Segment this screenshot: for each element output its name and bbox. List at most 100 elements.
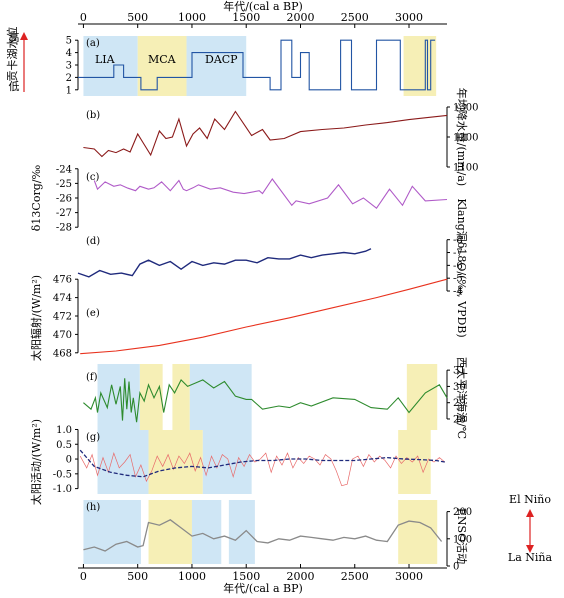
bottom-tick-label-3: 1500 — [232, 570, 260, 583]
series-line-4 — [80, 278, 448, 355]
top-axis-title: 年代/(cal a BP) — [223, 0, 303, 13]
panel-label-2: (c) — [86, 172, 100, 183]
ytick-label-3-3: -7 — [453, 248, 463, 259]
band-7-3 — [228, 500, 255, 564]
ylabel-lake-level: 贡卡湖水位 — [5, 27, 19, 82]
series-line-7 — [83, 519, 443, 552]
panel-label-7: (h) — [86, 502, 100, 513]
bottom-tick-label-5: 2500 — [341, 570, 369, 583]
ylabel-precip: 年均降水量/(mm/a) — [455, 88, 469, 186]
top-tick-label-0: 0 — [80, 11, 87, 24]
panel-label-0: (a) — [86, 38, 100, 49]
ylabel-enso: ENSO活动 — [455, 508, 468, 564]
ytick-label-2-3: -25 — [56, 179, 72, 190]
ytick-label-4-0: 468 — [53, 348, 72, 359]
ytick-label-3-1: -5 — [453, 274, 463, 285]
legend-la-nina: La Niña — [508, 551, 553, 564]
band-0-2 — [186, 36, 247, 96]
panel-label-4: (e) — [86, 308, 100, 319]
series-line-6-0 — [79, 451, 446, 487]
ytick-label-2-0: -28 — [56, 223, 72, 234]
ytick-label-1-1: 1200 — [453, 133, 478, 144]
panel-label-1: (b) — [86, 110, 100, 121]
ytick-label-6-2: 0 — [66, 455, 72, 466]
ytick-label-6-0: 1.0 — [56, 425, 72, 436]
band-5-1 — [139, 364, 163, 430]
ytick-label-5-0: 28 — [453, 414, 466, 425]
series-line-3 — [77, 248, 372, 278]
series-line-2 — [93, 178, 448, 209]
ytick-label-3-4: -8 — [453, 235, 463, 246]
ytick-label-6-3: -0.5 — [53, 469, 72, 480]
bottom-axis-title: 年代/(cal a BP) — [223, 581, 303, 594]
ytick-label-7-0: 0 — [453, 562, 459, 573]
panel-label-3: (d) — [86, 236, 100, 247]
bottom-tick-label-0: 0 — [80, 570, 87, 583]
series-line-5 — [83, 378, 448, 423]
ytick-label-7-1: 100 — [453, 534, 472, 545]
ytick-label-0-0: 1 — [66, 85, 72, 96]
ytick-label-5-1: 29 — [453, 398, 466, 409]
top-tick-label-3: 1500 — [232, 11, 260, 24]
band-6-1 — [148, 430, 203, 494]
bottom-tick-label-6: 3000 — [395, 570, 423, 583]
bottom-tick-label-2: 1000 — [178, 570, 206, 583]
ylabel-sst: 西太平洋海温/℃ — [455, 357, 469, 439]
top-tick-label-5: 2500 — [341, 11, 369, 24]
band-0-1 — [137, 36, 187, 96]
ytick-label-4-4: 476 — [53, 275, 72, 286]
band-0-0 — [83, 36, 138, 96]
band-7-0 — [83, 500, 141, 564]
ytick-label-4-2: 472 — [53, 312, 72, 323]
ytick-label-7-2: 200 — [453, 507, 472, 518]
ytick-label-6-4: -1.0 — [53, 484, 72, 495]
series-line-0 — [78, 39, 436, 91]
series-line-1 — [83, 110, 448, 158]
ytick-label-0-1: 2 — [66, 73, 72, 84]
band-7-2 — [191, 500, 222, 564]
band-7-4 — [398, 500, 438, 564]
annotation-2: DACP — [205, 53, 238, 66]
panel-label-5: (f) — [86, 372, 98, 383]
ytick-label-5-3: 31 — [453, 366, 466, 377]
ytick-label-2-4: -24 — [56, 164, 72, 175]
annotation-0: LIA — [95, 53, 116, 66]
band-5-2 — [172, 364, 190, 430]
ylabel-low: 低 — [9, 80, 20, 93]
panel-label-6: (g) — [86, 432, 100, 443]
band-6-3 — [398, 430, 431, 494]
ytick-label-1-2: 1300 — [453, 103, 478, 114]
ylabel-high: 高 — [9, 30, 20, 44]
ytick-label-2-1: -27 — [56, 208, 72, 219]
ylabel-activity: 太阳活动/(W/m²) — [30, 419, 43, 505]
ytick-label-5-2: 30 — [453, 382, 466, 393]
ylabel-d13c: δ13Corg/‰ — [30, 165, 43, 232]
band-0-3 — [403, 36, 437, 96]
ytick-label-4-3: 474 — [53, 293, 72, 304]
band-5-0 — [97, 364, 140, 430]
legend-arrow-up — [526, 509, 534, 517]
ytick-label-4-1: 470 — [53, 330, 72, 341]
top-tick-label-4: 2000 — [286, 11, 314, 24]
bottom-tick-label-1: 500 — [127, 570, 148, 583]
top-tick-label-6: 3000 — [395, 11, 423, 24]
ytick-label-0-2: 3 — [66, 61, 72, 72]
ytick-label-1-0: 1100 — [453, 163, 478, 174]
lake-arrow-head — [20, 32, 28, 40]
ytick-label-6-1: 0.5 — [56, 440, 72, 451]
ylabel-solar: 太阳辐射/(W/m²) — [29, 275, 43, 361]
series-line-6-1 — [79, 449, 445, 478]
top-tick-label-2: 1000 — [178, 11, 206, 24]
ytick-label-0-3: 4 — [66, 48, 72, 59]
legend-el-nino: El Niño — [509, 493, 551, 506]
ytick-label-3-2: -6 — [453, 261, 463, 272]
ytick-label-2-2: -26 — [56, 194, 72, 205]
ylabel-d18o: Klang洞δ18O/(‰, VPDB) — [455, 198, 468, 337]
ytick-label-3-0: -4 — [453, 287, 463, 298]
top-tick-label-1: 500 — [127, 11, 148, 24]
ytick-label-0-4: 5 — [66, 36, 72, 47]
band-5-3 — [189, 364, 252, 430]
annotation-1: MCA — [148, 53, 177, 66]
